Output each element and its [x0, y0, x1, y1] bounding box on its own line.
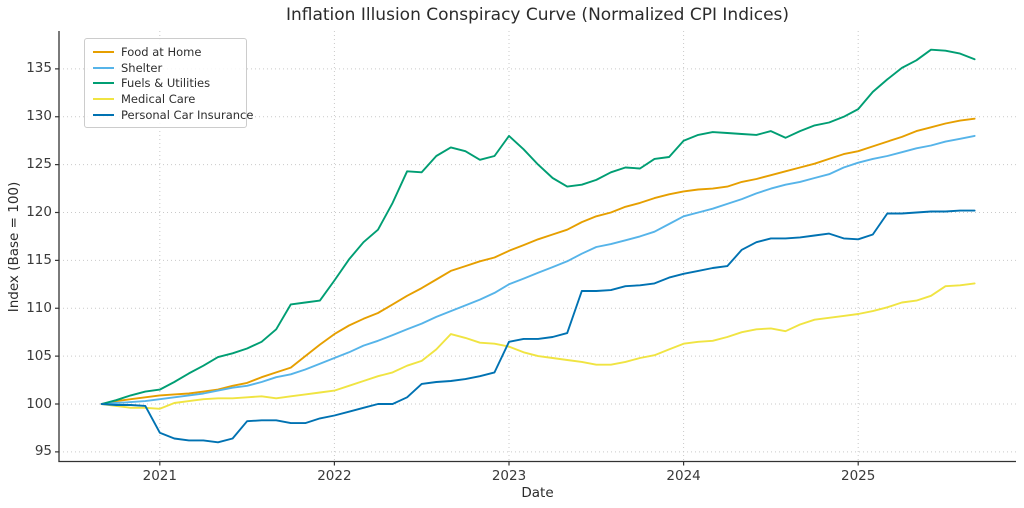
line-personal-car-insurance: [100, 209, 976, 444]
line-shelter: [100, 134, 976, 405]
legend-swatch-shelter: [93, 66, 114, 69]
legend-item-medical-care: Medical Care: [93, 91, 238, 107]
legend-swatch-fuels-utilities: [93, 82, 114, 85]
legend-label: Food at Home: [121, 44, 202, 59]
legend-swatch-medical-care: [93, 98, 114, 101]
legend-item-food-at-home: Food at Home: [93, 44, 238, 60]
legend-label: Personal Car Insurance: [121, 108, 254, 123]
legend-swatch-food-at-home: [93, 50, 114, 53]
legend-label: Medical Care: [121, 92, 196, 107]
chart-title: Inflation Illusion Conspiracy Curve (Nor…: [285, 5, 790, 25]
line-food-at-home: [100, 117, 976, 405]
line-medical-care: [100, 282, 976, 410]
legend-item-fuels-utilities: Fuels & Utilities: [93, 76, 238, 92]
legend-item-personal-car-insurance: Personal Car Insurance: [93, 107, 253, 123]
line-fuels-utilities: [100, 48, 976, 405]
x-axis-label: Date: [521, 485, 554, 501]
legend-item-shelter: Shelter: [93, 60, 238, 76]
legend-swatch-personal-car-insurance: [93, 114, 114, 117]
legend-label: Shelter: [121, 60, 163, 75]
legend-label: Fuels & Utilities: [121, 76, 211, 91]
legend: Food at Home Shelter Fuels & Utilities M…: [84, 38, 253, 128]
y-axis-label: Index (Base = 100): [6, 181, 22, 313]
